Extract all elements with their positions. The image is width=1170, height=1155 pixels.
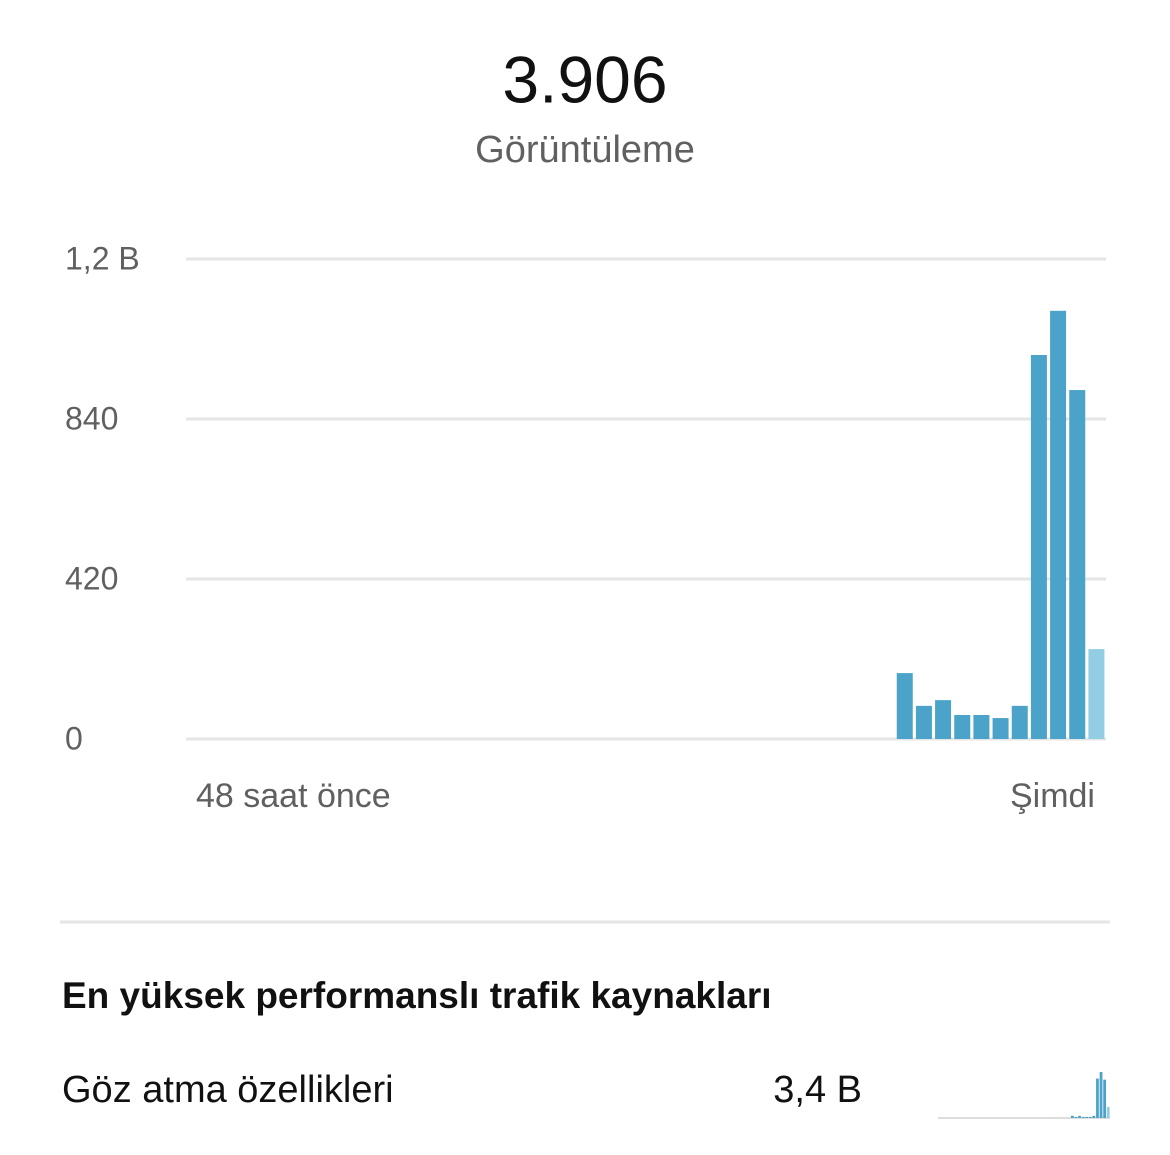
traffic-row[interactable]: Göz atma özellikleri 3,4 B (62, 1069, 1110, 1119)
bar (1030, 355, 1047, 739)
section-title: En yüksek performanslı trafik kaynakları (62, 975, 772, 1016)
bar (954, 715, 971, 739)
sparkline-bar (1085, 1116, 1089, 1118)
sparkline-bar (1074, 1116, 1078, 1118)
bar (1088, 649, 1105, 739)
bar (1069, 390, 1086, 739)
source-value: 3,4 B (773, 1069, 862, 1111)
sparkline-bar (1099, 1072, 1103, 1118)
bar (992, 718, 1009, 739)
sparkline-bar (1092, 1115, 1096, 1118)
bar (896, 673, 913, 739)
y-tick-label: 420 (65, 560, 118, 596)
sparkline-bar (1081, 1116, 1085, 1118)
bar (973, 715, 990, 739)
y-tick-label: 1,2 B (65, 240, 140, 276)
sparkline-bar (1103, 1079, 1107, 1118)
x-tick-label: Şimdi (1010, 777, 1095, 815)
sparkline-bar (1078, 1115, 1081, 1118)
sparkline-bar (1088, 1116, 1092, 1118)
bar (915, 705, 932, 739)
metric-label: Görüntüleme (475, 129, 695, 171)
total-views: 3.906 (502, 42, 667, 116)
x-tick-label: 48 saat önce (196, 777, 391, 815)
bar (1011, 705, 1028, 739)
sparkline-bar (1106, 1107, 1110, 1118)
bar (935, 700, 952, 739)
y-tick-label: 840 (65, 400, 118, 436)
source-name: Göz atma özellikleri (62, 1069, 394, 1111)
bar (1050, 310, 1067, 739)
sparkline-bar (1096, 1078, 1099, 1118)
sparkline-bar (1070, 1115, 1074, 1118)
y-tick-label: 0 (65, 720, 83, 756)
